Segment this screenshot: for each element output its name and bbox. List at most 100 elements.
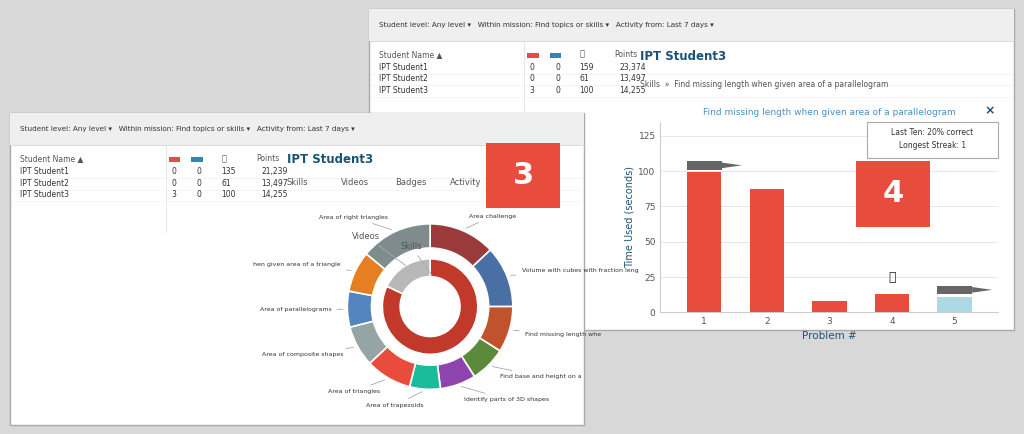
Bar bbox=[369, 9, 1014, 41]
Text: 0: 0 bbox=[555, 63, 560, 72]
Wedge shape bbox=[462, 338, 500, 376]
Wedge shape bbox=[347, 291, 374, 327]
Text: IPT Student1: IPT Student1 bbox=[379, 63, 428, 72]
Text: Find base and height on a: Find base and height on a bbox=[493, 367, 582, 379]
Text: 0: 0 bbox=[529, 63, 535, 72]
Text: IPT Student2: IPT Student2 bbox=[379, 75, 428, 83]
Text: 0: 0 bbox=[197, 167, 202, 176]
Text: 13,497: 13,497 bbox=[620, 75, 646, 83]
Text: Area of right triangles: Area of right triangles bbox=[319, 215, 391, 230]
Text: Videos: Videos bbox=[352, 232, 406, 266]
Wedge shape bbox=[370, 347, 416, 387]
Bar bbox=[937, 297, 972, 312]
Text: ❓: ❓ bbox=[888, 271, 896, 284]
Wedge shape bbox=[387, 259, 430, 294]
Text: 0: 0 bbox=[197, 191, 202, 199]
Text: 14,255: 14,255 bbox=[261, 191, 288, 199]
Text: 14,255: 14,255 bbox=[620, 86, 646, 95]
Text: IPT Student3: IPT Student3 bbox=[20, 191, 70, 199]
Bar bbox=[191, 157, 203, 162]
Text: ×: × bbox=[984, 104, 995, 117]
Bar bbox=[10, 113, 584, 425]
Wedge shape bbox=[410, 363, 440, 389]
Wedge shape bbox=[350, 321, 387, 363]
Bar bbox=[750, 189, 784, 312]
Text: 3: 3 bbox=[529, 86, 535, 95]
Polygon shape bbox=[972, 287, 992, 293]
Text: IPT Student2: IPT Student2 bbox=[20, 179, 70, 187]
Y-axis label: Time Used (seconds): Time Used (seconds) bbox=[625, 166, 634, 268]
Wedge shape bbox=[367, 224, 430, 269]
Text: 0: 0 bbox=[171, 179, 176, 187]
Text: Skills: Skills bbox=[287, 178, 308, 187]
Text: ⌛: ⌛ bbox=[580, 50, 585, 59]
Text: Area challenge: Area challenge bbox=[466, 214, 516, 228]
Text: Student level: Any level ▾   Within mission: Find topics or skills ▾   Activity : Student level: Any level ▾ Within missio… bbox=[20, 126, 355, 132]
Text: Skills  »  Find missing length when given area of a parallelogram: Skills » Find missing length when given … bbox=[640, 80, 889, 89]
Bar bbox=[527, 53, 539, 58]
Text: Student Name ▲: Student Name ▲ bbox=[379, 50, 442, 59]
Wedge shape bbox=[382, 259, 478, 354]
Wedge shape bbox=[430, 224, 490, 266]
Text: Activity: Activity bbox=[450, 178, 481, 187]
Text: Skills: Skills bbox=[400, 242, 432, 275]
Text: 0: 0 bbox=[555, 86, 560, 95]
Text: Focus: Focus bbox=[504, 178, 528, 187]
FancyBboxPatch shape bbox=[866, 122, 998, 158]
Polygon shape bbox=[722, 163, 741, 168]
Title: Find missing length when given area of a parallelogram: Find missing length when given area of a… bbox=[703, 108, 955, 117]
Wedge shape bbox=[473, 250, 513, 306]
Text: 0: 0 bbox=[171, 167, 176, 176]
Circle shape bbox=[400, 277, 460, 336]
FancyBboxPatch shape bbox=[484, 141, 562, 210]
Bar bbox=[369, 9, 1014, 330]
Text: Volume with cubes with fraction leng: Volume with cubes with fraction leng bbox=[511, 268, 638, 276]
Text: 23,374: 23,374 bbox=[620, 63, 646, 72]
Text: IPT Student3: IPT Student3 bbox=[379, 86, 428, 95]
Bar bbox=[937, 286, 972, 294]
Bar bbox=[550, 53, 561, 58]
Text: 3: 3 bbox=[171, 191, 176, 199]
Bar bbox=[169, 157, 180, 162]
Text: Identify parts of 3D shapes: Identify parts of 3D shapes bbox=[461, 386, 549, 402]
Text: 4: 4 bbox=[883, 180, 904, 208]
Bar bbox=[10, 113, 584, 145]
Text: 13,497: 13,497 bbox=[261, 179, 288, 187]
Text: 0: 0 bbox=[529, 75, 535, 83]
Text: IPT Student3: IPT Student3 bbox=[640, 50, 726, 63]
Text: Find missing length whe: Find missing length whe bbox=[514, 330, 601, 337]
Text: IPT Student1: IPT Student1 bbox=[20, 167, 70, 176]
Text: 61: 61 bbox=[221, 179, 230, 187]
Wedge shape bbox=[479, 306, 513, 351]
Text: 21,239: 21,239 bbox=[261, 167, 288, 176]
Text: Videos: Videos bbox=[341, 178, 369, 187]
Wedge shape bbox=[437, 356, 474, 389]
Text: Student level: Any level ▾   Within mission: Find topics or skills ▾   Activity : Student level: Any level ▾ Within missio… bbox=[379, 22, 714, 28]
FancyBboxPatch shape bbox=[854, 160, 933, 228]
Text: Area of triangles: Area of triangles bbox=[328, 380, 385, 394]
Text: Student Name ▲: Student Name ▲ bbox=[20, 154, 84, 163]
Bar bbox=[687, 161, 722, 170]
Text: Longest Streak: 1: Longest Streak: 1 bbox=[899, 141, 966, 150]
Text: 3: 3 bbox=[513, 161, 534, 190]
Text: Badges: Badges bbox=[395, 178, 427, 187]
Bar bbox=[812, 301, 847, 312]
Text: Area of trapezoids: Area of trapezoids bbox=[367, 391, 424, 408]
Text: Points: Points bbox=[256, 154, 280, 163]
Text: 61: 61 bbox=[580, 75, 589, 83]
Text: Area of parallelograms: Area of parallelograms bbox=[260, 307, 343, 312]
Text: IPT Student3: IPT Student3 bbox=[287, 153, 373, 166]
Text: 100: 100 bbox=[221, 191, 236, 199]
Text: 0: 0 bbox=[197, 179, 202, 187]
Bar bbox=[687, 172, 722, 312]
Text: Area of composite shapes: Area of composite shapes bbox=[262, 348, 353, 357]
Text: 100: 100 bbox=[580, 86, 594, 95]
Text: Points: Points bbox=[614, 50, 638, 59]
Text: 0: 0 bbox=[555, 75, 560, 83]
Text: ⌛: ⌛ bbox=[221, 154, 226, 163]
X-axis label: Problem #: Problem # bbox=[802, 331, 857, 341]
Text: 159: 159 bbox=[580, 63, 594, 72]
Wedge shape bbox=[349, 254, 385, 296]
Text: hen given area of a triangle: hen given area of a triangle bbox=[253, 262, 351, 270]
Text: 135: 135 bbox=[221, 167, 236, 176]
